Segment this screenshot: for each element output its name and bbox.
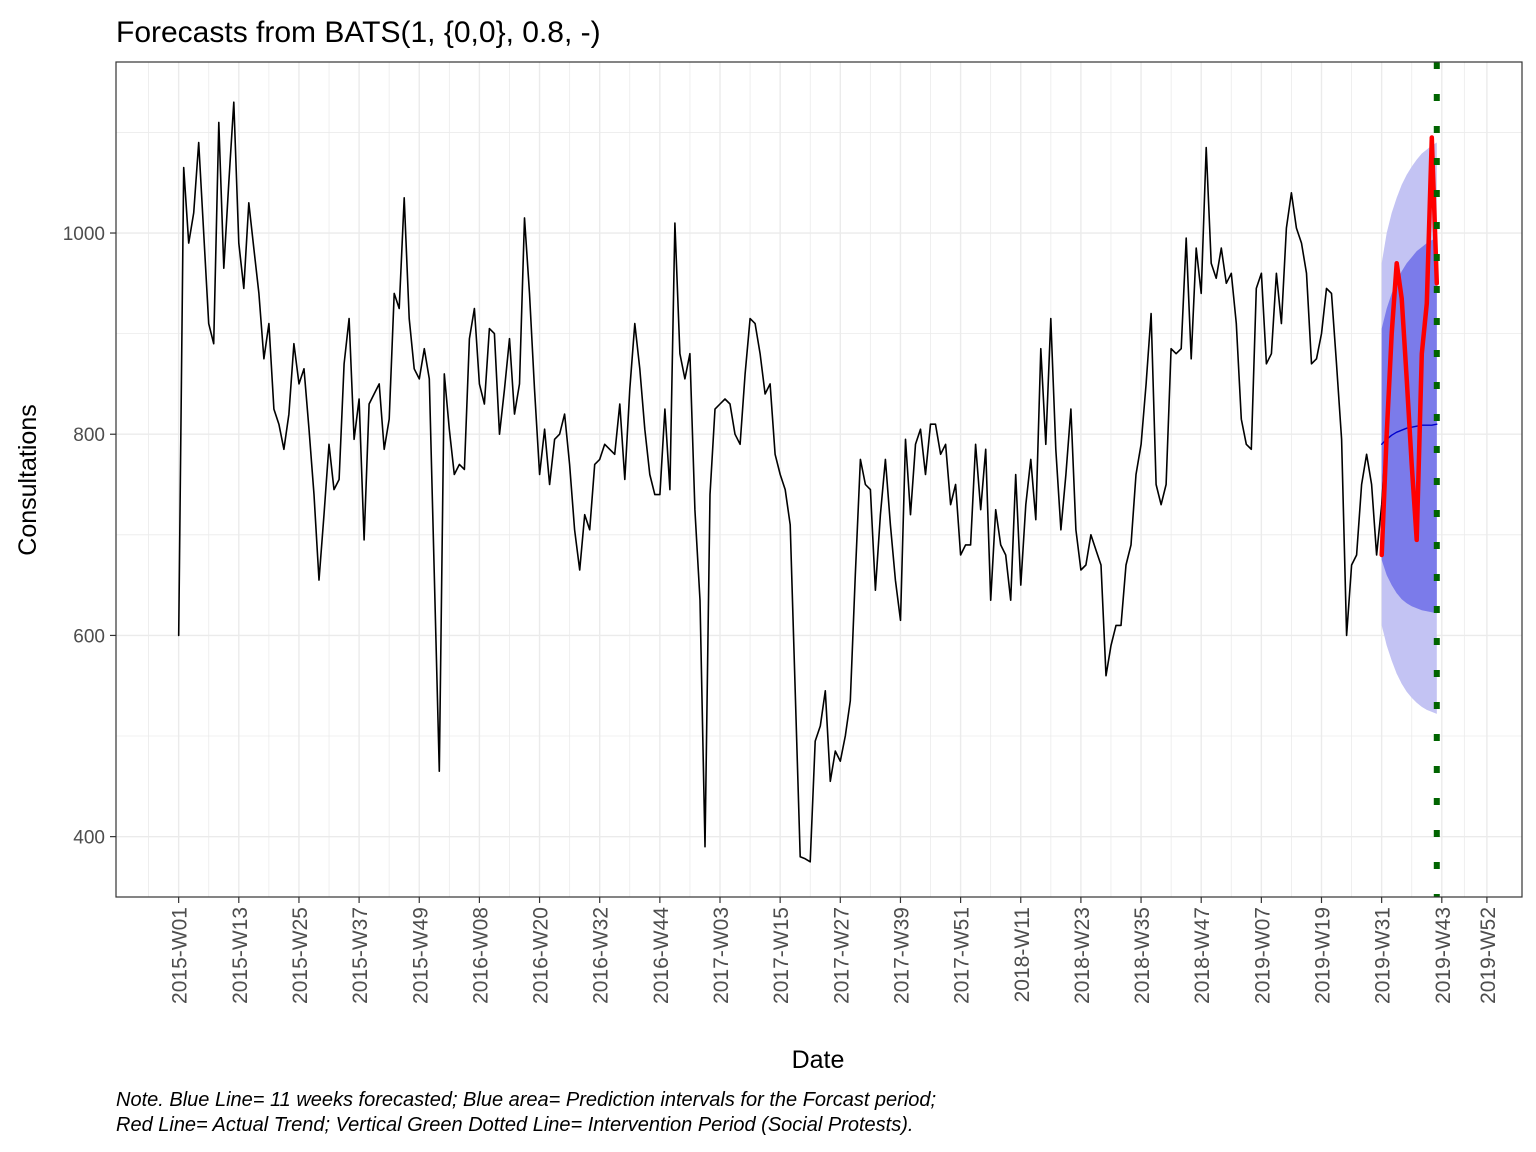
x-tick-label: 2016-W44 (650, 907, 673, 1004)
x-tick-label: 2017-W27 (830, 907, 853, 1004)
series-line-actual (1379, 135, 1440, 558)
x-tick-label: 2016-W32 (590, 907, 613, 1004)
x-tick-label: 2017-W03 (710, 907, 733, 1004)
series-line-observed (177, 101, 1388, 863)
x-tick-label: 2016-W20 (530, 907, 553, 1004)
y-tick-label: 1000 (63, 224, 105, 245)
x-axis: 2015-W01 2015-W13 2015-W25 2015-W37 2015-W49… (169, 897, 1500, 1004)
y-tick-label: 800 (73, 425, 105, 446)
x-tick-label: 2018-W11 (1011, 907, 1034, 1002)
y-tick-label: 600 (73, 626, 105, 647)
x-tick-label: 2015-W49 (409, 907, 432, 1004)
x-tick-label: 2018-W47 (1191, 907, 1214, 1004)
x-tick-label: 2015-W13 (229, 907, 252, 1004)
chart-note-line-2: Red Line= Actual Trend; Vertical Green D… (116, 1114, 913, 1136)
x-tick-label: 2019-W31 (1372, 907, 1395, 1004)
x-tick-label: 2016-W08 (469, 907, 492, 1004)
y-axis: 400 600 800 1000 (63, 224, 116, 849)
y-tick-label: 400 (73, 828, 105, 849)
y-axis-title: Consultations (14, 404, 42, 555)
x-tick-label: 2015-W25 (289, 907, 312, 1004)
x-tick-label: 2019-W43 (1432, 907, 1455, 1004)
x-tick-label: 2015-W37 (349, 907, 372, 1004)
plot-panel-border (115, 61, 1523, 898)
x-tick-label: 2018-W23 (1071, 907, 1094, 1004)
x-tick-label: 2018-W35 (1131, 907, 1154, 1004)
x-tick-label: 2017-W39 (891, 907, 914, 1004)
x-tick-label: 2015-W01 (169, 907, 192, 1004)
x-tick-label: 2017-W15 (770, 907, 793, 1004)
chart-note-line-1: Note. Blue Line= 11 weeks forecasted; Bl… (116, 1089, 936, 1111)
chart-title: Forecasts from BATS(1, {0,0}, 0.8, -) (116, 16, 601, 49)
x-axis-title: Date (792, 1046, 845, 1074)
series-lines (177, 101, 1440, 863)
x-tick-label: 2019-W52 (1477, 907, 1500, 1004)
x-tick-label: 2017-W51 (951, 907, 974, 1004)
x-tick-label: 2019-W07 (1251, 907, 1274, 1004)
x-tick-label: 2019-W19 (1312, 907, 1335, 1004)
